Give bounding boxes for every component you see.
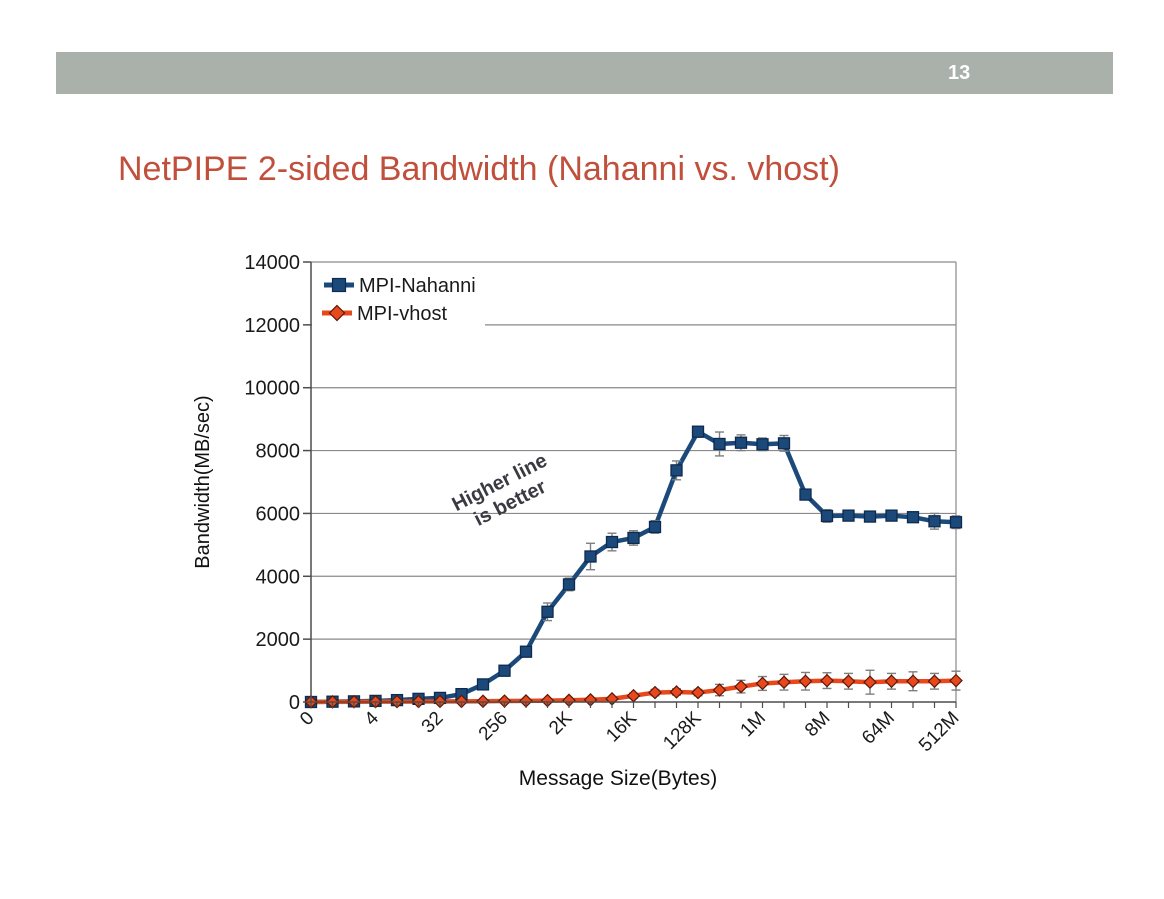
vhost-marker — [949, 673, 963, 688]
nahanni-marker — [498, 664, 511, 677]
x-tick-label: 512M — [915, 708, 963, 756]
legend-label-nahanni: MPI-Nahanni — [359, 275, 476, 297]
x-tick-label: 128K — [659, 707, 705, 753]
y-tick-label: 14000 — [244, 252, 300, 274]
nahanni-marker — [476, 678, 490, 691]
nahanni-marker — [885, 509, 898, 522]
y-tick-label: 8000 — [256, 441, 301, 463]
x-tick-label: 4 — [361, 707, 384, 730]
vhost-marker — [669, 685, 684, 699]
nahanni-marker — [541, 605, 554, 618]
vhost-marker — [863, 675, 877, 690]
legend: MPI-Nahanni MPI-vhost — [312, 266, 485, 330]
nahanni-marker — [627, 531, 640, 545]
nahanni-line — [310, 429, 957, 705]
nahanni-marker — [863, 510, 877, 523]
y-tick-label: 0 — [289, 692, 300, 714]
nahanni-marker — [605, 535, 619, 549]
x-axis-title: Message Size(Bytes) — [519, 767, 717, 790]
x-tick-label: 0 — [296, 708, 318, 730]
y-tick-label: 4000 — [256, 566, 301, 588]
nahanni-marker — [799, 488, 812, 501]
x-tick-label: 64M — [858, 708, 899, 749]
nahanni-marker — [670, 464, 683, 477]
vhost-marker — [755, 676, 770, 691]
vhost-marker — [820, 673, 834, 688]
slide-title: NetPIPE 2-sided Bandwidth (Nahanni vs. v… — [118, 150, 840, 188]
legend-nahanni-marker — [331, 277, 347, 293]
nahanni-marker — [949, 516, 963, 529]
vhost-marker — [777, 675, 791, 690]
y-tick-label: 10000 — [244, 378, 300, 400]
nahanni-marker — [648, 520, 662, 534]
legend-vhost-marker — [328, 304, 346, 322]
vhost-marker — [691, 685, 705, 700]
x-tick-label: 32 — [418, 708, 448, 738]
nahanni-marker — [820, 509, 834, 523]
nahanni-marker — [842, 509, 855, 522]
x-tick-label: 16K — [602, 707, 641, 746]
x-tick-label: 256 — [475, 708, 512, 745]
x-tick-label: 2K — [545, 707, 577, 739]
vhost-marker — [884, 674, 899, 689]
nahanni-marker — [562, 578, 576, 591]
y-tick-label: 2000 — [256, 629, 301, 651]
vhost-marker — [841, 674, 856, 689]
nahanni-marker — [777, 437, 791, 450]
vhost-marker — [927, 674, 942, 689]
vhost-marker — [734, 679, 748, 694]
vhost-marker — [906, 674, 920, 689]
legend-background — [312, 266, 485, 330]
y-tick-label: 6000 — [256, 503, 301, 525]
nahanni-marker — [906, 511, 920, 524]
nahanni-marker — [928, 515, 941, 528]
nahanni-marker — [519, 645, 533, 658]
page-number: 13 — [948, 62, 971, 84]
nahanni-marker — [734, 436, 748, 449]
x-tick-label: 8M — [801, 708, 835, 742]
x-tick-label: 1M — [737, 708, 771, 742]
vhost-marker — [626, 688, 641, 703]
nahanni-marker — [691, 425, 705, 438]
vhost-marker — [712, 683, 727, 697]
vhost-marker — [798, 674, 813, 689]
legend-label-vhost: MPI-vhost — [357, 303, 447, 325]
y-tick-label: 12000 — [244, 315, 300, 337]
nahanni-marker — [713, 437, 726, 451]
y-axis-title: Bandwidth(MB/sec) — [192, 395, 214, 568]
vhost-marker — [648, 685, 662, 700]
slide-header-bar: 13 — [56, 52, 1113, 94]
nahanni-marker — [584, 550, 597, 563]
nahanni-marker — [756, 438, 769, 451]
